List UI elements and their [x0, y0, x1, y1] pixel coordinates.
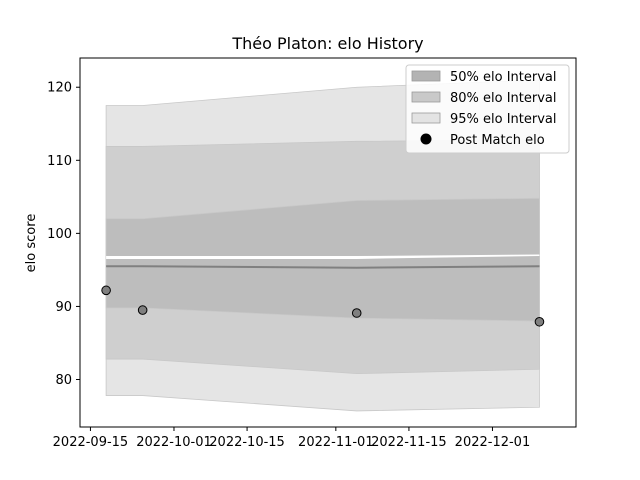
legend-box — [405, 64, 570, 154]
legend-label: 80% elo Interval — [450, 91, 557, 106]
mean-line-layer — [106, 265, 540, 269]
post-match-point — [137, 305, 148, 315]
legend-label: Post Match elo — [450, 133, 545, 148]
legend-swatch — [411, 91, 441, 103]
interval-bands — [105, 79, 540, 412]
x-tick-label: 2022-11-01 — [298, 435, 374, 450]
y-axis-label: elo score — [24, 214, 39, 273]
legend-swatch — [411, 70, 441, 82]
y-tick-label: 80 — [55, 373, 72, 388]
interval-gap — [106, 254, 540, 259]
y-tick-label: 120 — [47, 81, 72, 96]
legend: 50% elo Interval 80% elo Interval 95% elo … — [405, 64, 570, 154]
post-match-points — [101, 285, 545, 327]
chart-title: Théo Platon: elo History — [231, 34, 423, 53]
y-tick-label: 100 — [47, 227, 72, 242]
legend-label: 50% elo Interval — [450, 70, 557, 85]
plot-frame — [79, 57, 577, 428]
x-tick-label: 2022-12-01 — [455, 435, 531, 450]
legend-swatch — [411, 112, 441, 124]
legend-label: 95% elo Interval — [450, 112, 557, 127]
y-tick-label: 90 — [55, 300, 72, 315]
x-tick-label: 2022-10-01 — [136, 435, 212, 450]
x-tick-label: 2022-09-15 — [53, 435, 129, 450]
post-match-point — [351, 308, 362, 318]
post-match-point — [534, 316, 545, 327]
post-match-point — [101, 285, 111, 296]
mean-elo-line — [106, 265, 540, 269]
band-50-elo-interval — [105, 197, 540, 322]
x-tick-label: 2022-11-15 — [371, 435, 447, 450]
legend-marker — [420, 133, 432, 145]
y-tick-label: 110 — [47, 154, 72, 169]
x-tick-label: 2022-10-15 — [209, 435, 285, 450]
y-axis: 80 90 100 110 120 — [47, 81, 80, 388]
